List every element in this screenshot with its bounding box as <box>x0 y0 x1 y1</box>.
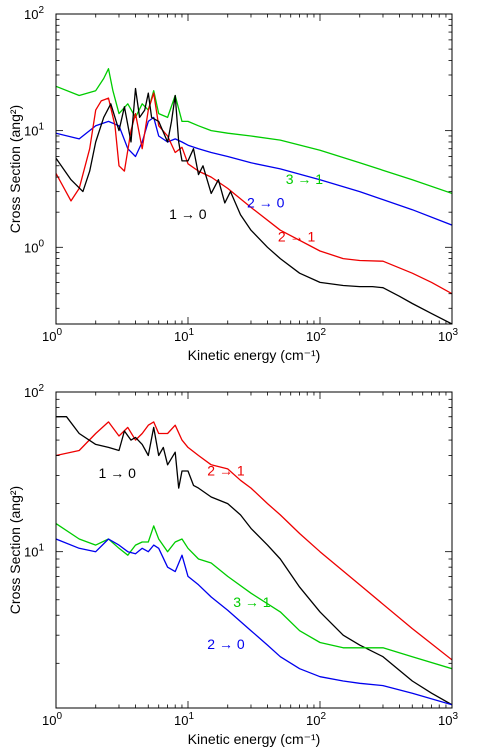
series-label: 2 → 1 <box>207 462 245 478</box>
series-label: 3 → 1 <box>286 171 324 187</box>
y-axis-title: Cross Section (ang²) <box>7 105 23 233</box>
x-tick-label: 103 <box>438 327 458 344</box>
series-label: 3 → 1 <box>233 594 271 610</box>
plot-frame <box>55 391 453 709</box>
plot-frame <box>55 13 453 325</box>
x-axis-title: Kinetic energy (cm⁻¹) <box>188 347 321 363</box>
series-label: 2 → 1 <box>278 229 316 245</box>
y-tick-label: 100 <box>24 238 44 255</box>
series-label: 2 → 0 <box>207 636 245 652</box>
x-axis-title: Kinetic energy (cm⁻¹) <box>188 731 321 747</box>
y-axis-title: Cross Section (ang²) <box>7 486 23 614</box>
x-tick-label: 101 <box>174 327 194 344</box>
series-label: 1 → 0 <box>99 465 137 481</box>
x-tick-label: 100 <box>42 711 62 728</box>
series-line-31 <box>56 68 452 195</box>
series-line-20 <box>56 538 452 706</box>
y-tick-label: 102 <box>24 383 44 400</box>
series-label: 2 → 0 <box>247 194 285 210</box>
y-tick-label: 101 <box>24 543 44 560</box>
panel-bottom: 100 101 102 103 101 102 Kinetic energy (cm⁻¹) C… <box>7 383 458 747</box>
series-line-31 <box>56 523 452 670</box>
y-tick-label: 101 <box>24 122 44 139</box>
x-tick-label: 102 <box>306 711 326 728</box>
x-tick-label: 103 <box>438 711 458 728</box>
panel-top: 100 101 102 103 100 101 102 Kinetic energy (cm⁻… <box>7 5 458 363</box>
series-label: 1 → 0 <box>169 206 207 222</box>
series-line-10 <box>56 87 452 324</box>
x-tick-label: 101 <box>174 711 194 728</box>
y-tick-label: 102 <box>24 5 44 22</box>
x-tick-label: 102 <box>306 327 326 344</box>
series-line-10 <box>56 416 452 706</box>
series-line-21 <box>56 421 452 661</box>
x-tick-label: 100 <box>42 327 62 344</box>
